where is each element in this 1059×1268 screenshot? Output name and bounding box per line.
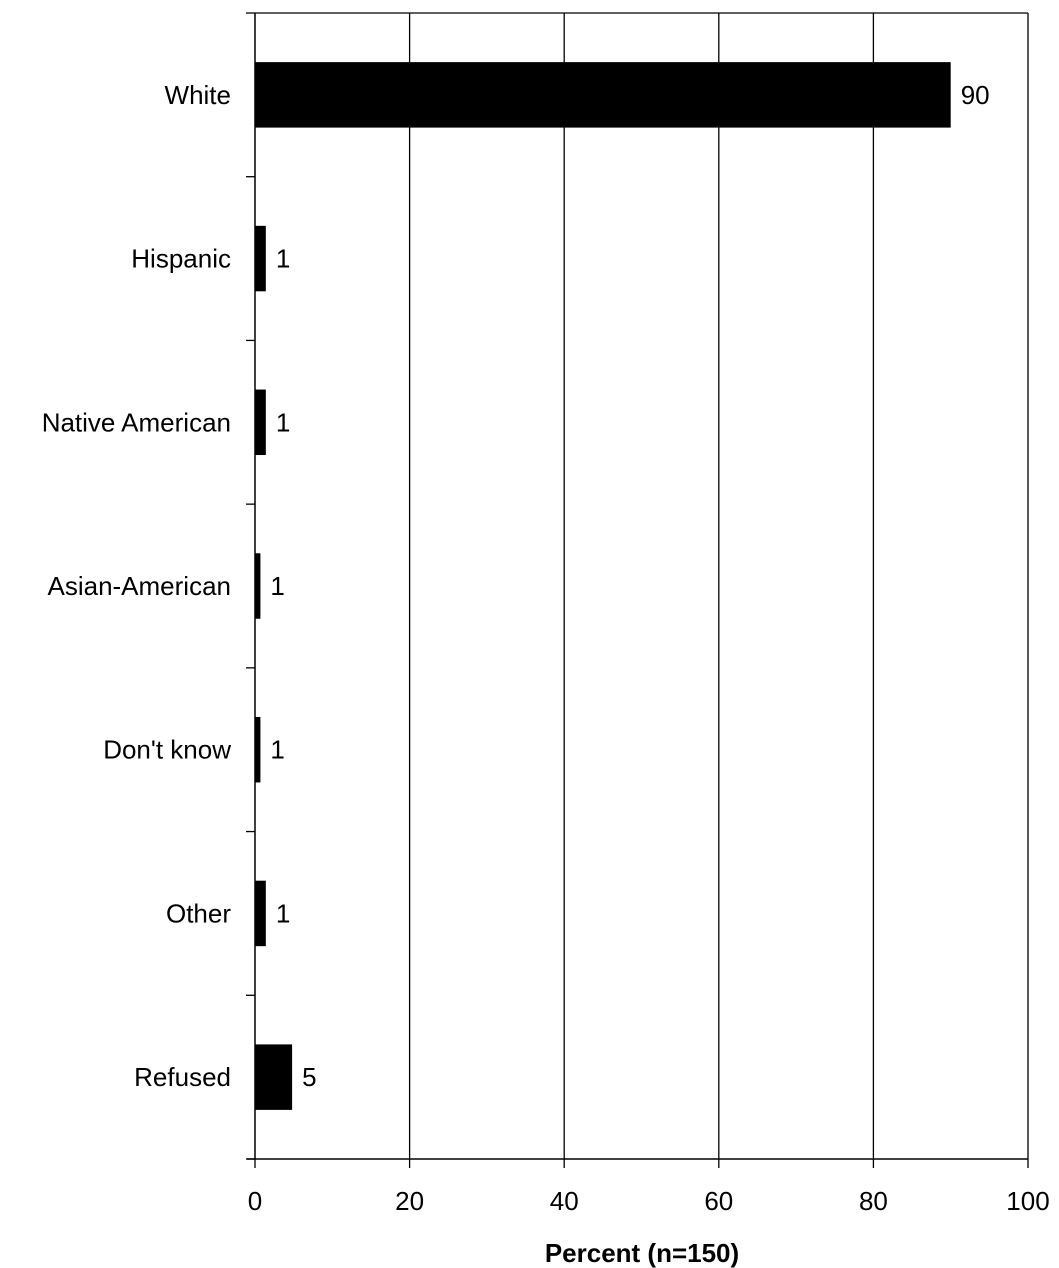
x-axis-title: Percent (n=150): [545, 1238, 739, 1268]
bar-5: [255, 880, 266, 947]
category-label: White: [165, 80, 231, 110]
data-label: 5: [302, 1062, 316, 1092]
category-label: Native American: [42, 407, 231, 437]
bar-2: [255, 389, 266, 456]
bar-4: [255, 716, 261, 783]
data-label: 1: [276, 898, 290, 928]
x-tick-label: 40: [550, 1186, 579, 1216]
category-label: Hispanic: [131, 244, 231, 274]
gridlines: [255, 12, 1029, 1159]
bar-6: [255, 1044, 293, 1110]
bar-0: [255, 62, 951, 128]
data-label: 1: [276, 407, 290, 437]
x-tick-label: 60: [704, 1186, 733, 1216]
bars: [255, 62, 951, 1110]
category-label: Other: [166, 898, 231, 928]
labels: 0 20 40 60 80 100 White 90 Hispanic 1 Native Ameri…: [42, 80, 1050, 1216]
data-label: 90: [961, 80, 990, 110]
x-tick-label: 20: [395, 1186, 424, 1216]
data-label: 1: [276, 244, 290, 274]
data-label: 1: [270, 571, 284, 601]
bar-3: [255, 553, 261, 619]
category-label: Asian-American: [47, 571, 231, 601]
axes: [246, 12, 1029, 1168]
category-label: Don't know: [103, 735, 231, 765]
x-tick-label: 0: [248, 1186, 262, 1216]
bar-1: [255, 225, 266, 292]
x-tick-label: 80: [859, 1186, 888, 1216]
data-label: 1: [270, 735, 284, 765]
x-tick-label: 100: [1006, 1186, 1049, 1216]
category-label: Refused: [134, 1062, 231, 1092]
